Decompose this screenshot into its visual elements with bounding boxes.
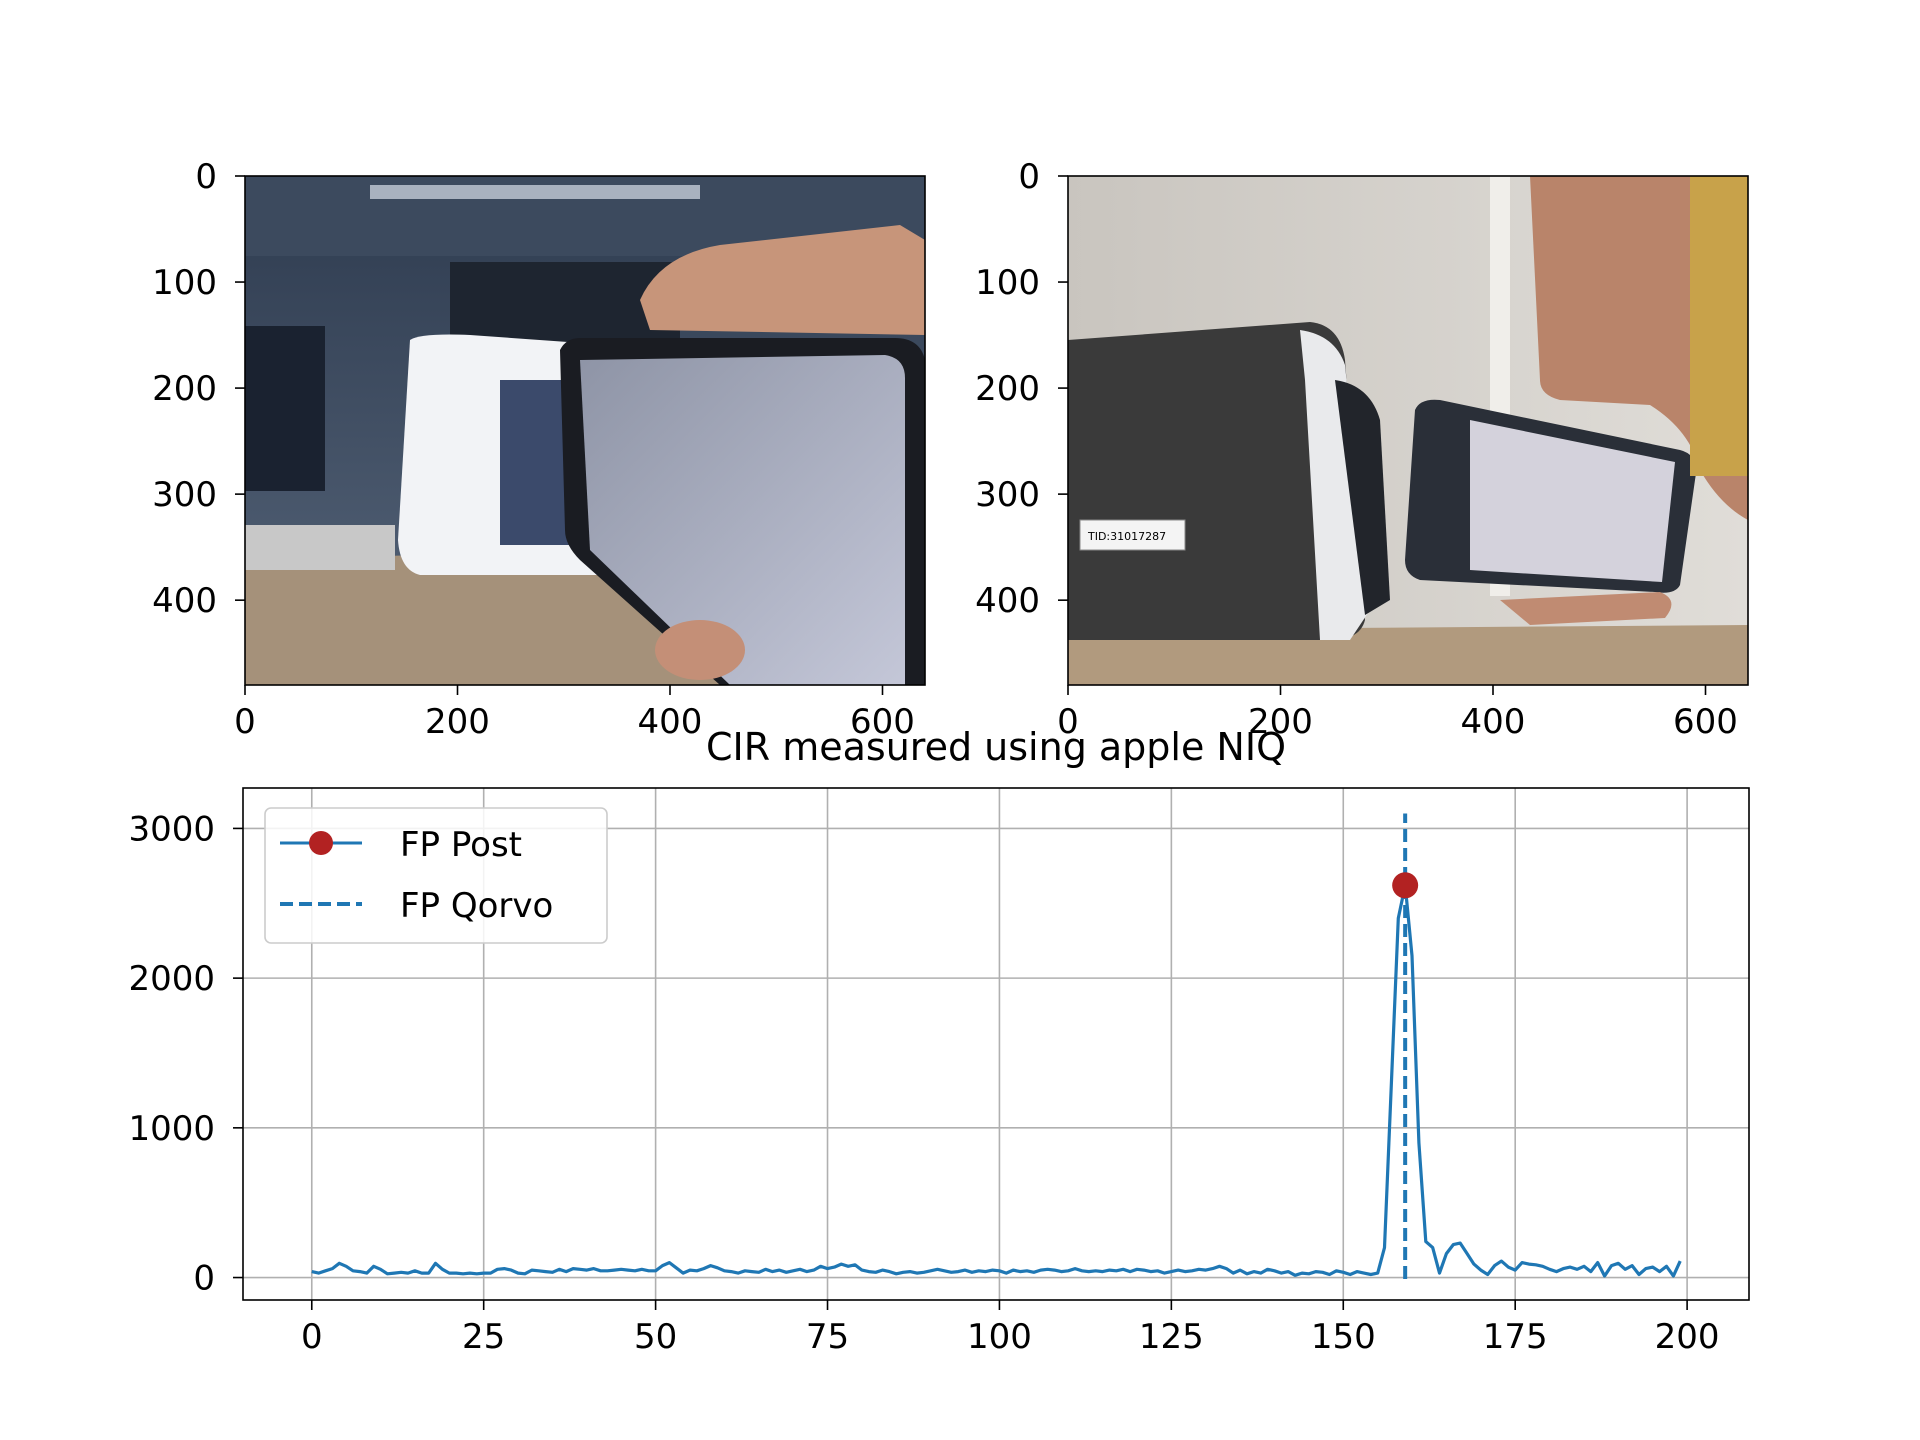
y-tick-label: 200 [975, 369, 1040, 409]
x-tick-label: 200 [1655, 1317, 1720, 1357]
x-tick-label: 50 [634, 1317, 677, 1357]
x-tick-label: 200 [1248, 702, 1313, 742]
x-tick-label: 600 [850, 702, 915, 742]
y-tick-label: 100 [975, 263, 1040, 303]
x-tick-label: 600 [1673, 702, 1738, 742]
cir-chart: CIR measured using apple NIQ 0 25 50 75 100 1… [128, 725, 1750, 1357]
y-tick-label: 0 [1018, 157, 1040, 197]
x-tick-label: 400 [1461, 702, 1526, 742]
x-tick-label: 125 [1139, 1317, 1204, 1357]
legend: FP Post FP Qorvo [264, 807, 608, 944]
right-photo-image: TID:31017287 [1068, 176, 1748, 685]
y-tick-label: 400 [975, 581, 1040, 621]
x-tick-label: 0 [1057, 702, 1079, 742]
y-tick-label: 0 [193, 1259, 215, 1299]
legend-marker-fp-post [309, 831, 333, 855]
y-tick-label: 0 [195, 157, 217, 197]
legend-label-fp-qorvo: FP Qorvo [400, 886, 553, 926]
y-tick-label: 1000 [128, 1109, 215, 1149]
legend-label-fp-post: FP Post [400, 825, 522, 865]
y-tick-label: 300 [975, 475, 1040, 515]
x-tick-label: 150 [1311, 1317, 1376, 1357]
y-tick-label: 2000 [128, 959, 215, 999]
y-tick-label: 100 [152, 263, 217, 303]
chart-title: CIR measured using apple NIQ [706, 725, 1286, 769]
y-tick-label: 200 [152, 369, 217, 409]
legend-entry-fp-qorvo: FP Qorvo [280, 886, 553, 926]
y-tick-label: 3000 [128, 809, 215, 849]
x-tick-label: 0 [301, 1317, 323, 1357]
x-tick-label: 75 [806, 1317, 849, 1357]
series-line-fp-post [311, 883, 1682, 1278]
left-photo-axes: 0 200 400 600 0 100 200 300 400 [152, 157, 915, 742]
left-photo-image [245, 176, 925, 685]
fp-post-marker [1392, 872, 1419, 899]
right-photo-panel: TID:31017287 0 200 400 600 0 100 200 300 400 [975, 157, 1749, 742]
y-tick-label: 400 [152, 581, 217, 621]
photo-label-tag: TID:31017287 [1087, 530, 1166, 543]
plot-area-frame [242, 787, 1750, 1301]
right-photo-axes: 0 200 400 600 0 100 200 300 400 [975, 157, 1738, 742]
x-tick-label: 25 [462, 1317, 505, 1357]
x-tick-label: 175 [1483, 1317, 1548, 1357]
legend-entry-fp-post: FP Post [280, 825, 522, 865]
x-tick-label: 400 [638, 702, 703, 742]
left-photo-panel: 0 200 400 600 0 100 200 300 400 [152, 157, 926, 742]
y-tick-label: 300 [152, 475, 217, 515]
x-tick-label: 200 [425, 702, 490, 742]
chart-series-layer [311, 813, 1682, 1280]
x-tick-label: 0 [234, 702, 256, 742]
x-tick-label: 100 [967, 1317, 1032, 1357]
